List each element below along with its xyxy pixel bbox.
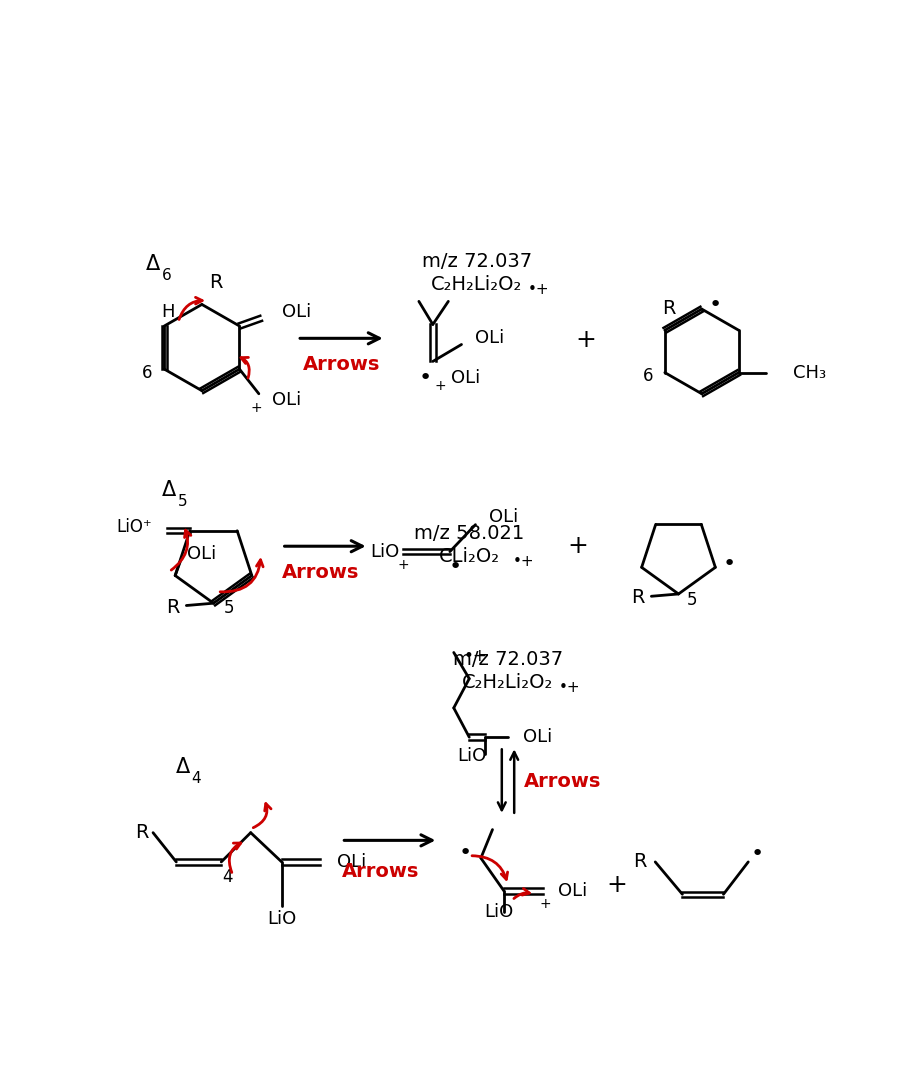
Text: LiO: LiO: [457, 746, 487, 765]
Text: R: R: [662, 300, 676, 318]
Text: •: •: [419, 368, 432, 389]
Text: •: •: [751, 844, 764, 865]
Text: OLi: OLi: [282, 303, 311, 321]
Text: +: +: [575, 328, 596, 352]
Text: +: +: [567, 534, 588, 558]
Text: C₂H₂Li₂O₂: C₂H₂Li₂O₂: [431, 275, 522, 294]
Text: OLi: OLi: [451, 369, 481, 388]
Text: 6: 6: [162, 268, 172, 284]
Text: CLi₂O₂: CLi₂O₂: [438, 548, 500, 566]
Text: R: R: [633, 853, 647, 871]
Text: Δ: Δ: [161, 480, 176, 500]
Text: m/z 58.021: m/z 58.021: [414, 524, 524, 543]
Text: R: R: [631, 589, 645, 607]
Text: LiO: LiO: [484, 903, 514, 921]
Text: +: +: [606, 873, 627, 897]
Text: OLi: OLi: [558, 882, 587, 900]
Text: •: •: [448, 557, 462, 577]
Text: Δ: Δ: [175, 757, 189, 778]
Text: •: •: [723, 553, 736, 574]
Text: 4: 4: [222, 868, 233, 886]
Text: 5: 5: [687, 591, 698, 609]
Text: 5: 5: [224, 599, 235, 616]
Text: •+: •+: [559, 681, 581, 695]
Text: Arrows: Arrows: [281, 563, 359, 582]
Text: OLi: OLi: [474, 330, 504, 347]
Text: m/z 72.037: m/z 72.037: [422, 251, 532, 271]
Text: +: +: [398, 558, 410, 572]
Text: Arrows: Arrows: [523, 771, 601, 790]
Text: OLi: OLi: [272, 391, 301, 409]
Text: •: •: [709, 295, 723, 315]
Text: +: +: [539, 897, 551, 911]
Text: •+: •+: [529, 281, 550, 296]
Text: 5: 5: [178, 494, 188, 509]
Text: 6: 6: [642, 367, 653, 386]
Text: m/z 72.037: m/z 72.037: [453, 650, 563, 669]
Text: LiO: LiO: [370, 542, 400, 561]
Text: OLi: OLi: [187, 545, 216, 563]
Text: CH₃: CH₃: [793, 364, 826, 381]
Text: OLi: OLi: [337, 853, 367, 871]
Text: R: R: [167, 597, 180, 616]
Text: R: R: [135, 823, 149, 842]
Text: Arrows: Arrows: [303, 355, 380, 374]
Text: C₂H₂Li₂O₂: C₂H₂Li₂O₂: [463, 673, 554, 692]
Text: OLi: OLi: [523, 728, 553, 746]
Text: Arrows: Arrows: [342, 861, 419, 881]
Text: OLi: OLi: [489, 508, 518, 526]
Text: +: +: [435, 379, 446, 393]
Text: +: +: [251, 401, 262, 415]
Text: R: R: [209, 274, 223, 292]
Text: Δ: Δ: [146, 255, 161, 274]
Text: LiO⁺: LiO⁺: [116, 518, 152, 536]
Text: 4: 4: [191, 771, 201, 786]
Text: •: •: [459, 843, 472, 862]
Text: 6: 6: [142, 364, 152, 382]
Text: •+: •+: [512, 554, 534, 569]
Text: LiO: LiO: [267, 910, 297, 928]
Text: H: H: [161, 303, 175, 321]
Text: •+: •+: [464, 647, 487, 665]
